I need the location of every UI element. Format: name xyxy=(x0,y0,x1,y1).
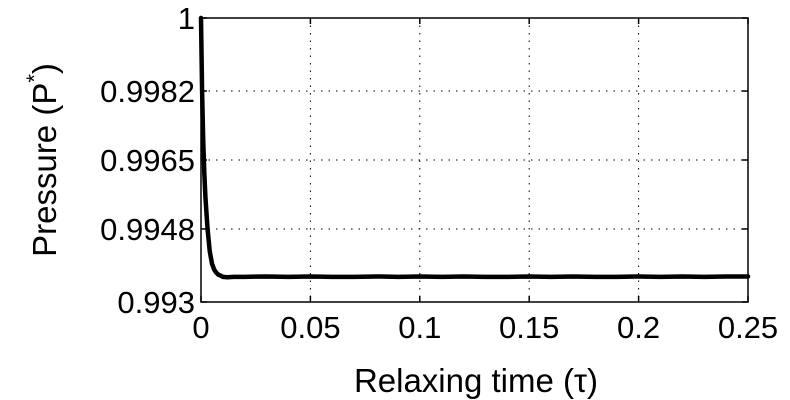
x-tick-label: 0.1 xyxy=(398,310,441,345)
x-tick-label: 0.2 xyxy=(617,310,660,345)
x-tick-label: 0.25 xyxy=(718,310,778,345)
grid-lines xyxy=(201,18,748,302)
y-axis-title-superscript: * xyxy=(22,74,47,83)
y-tick-label: 0.993 xyxy=(117,285,195,320)
x-tick-label: 0.15 xyxy=(499,310,559,345)
x-tick-labels: 0 0.05 0.1 0.15 0.2 0.25 xyxy=(192,310,778,345)
y-tick-labels: 0.993 0.9948 0.9965 0.9982 1 xyxy=(100,1,195,320)
y-tick-label: 0.9965 xyxy=(100,143,195,178)
y-tick-label: 0.9948 xyxy=(100,212,195,247)
y-tick-label: 1 xyxy=(178,1,195,36)
x-axis-title: Relaxing time (τ) xyxy=(354,362,598,399)
plot-area-frame xyxy=(200,17,749,303)
x-tick-label: 0 xyxy=(192,310,209,345)
y-axis-title: Pressure (P*) xyxy=(22,63,63,257)
x-tick-label: 0.05 xyxy=(280,310,340,345)
y-axis-title-close: ) xyxy=(26,63,63,74)
pressure-series-line xyxy=(198,15,751,280)
y-axis-title-main: Pressure (P xyxy=(26,83,63,257)
axis-ticks xyxy=(200,17,749,303)
y-tick-label: 0.9982 xyxy=(100,74,195,109)
